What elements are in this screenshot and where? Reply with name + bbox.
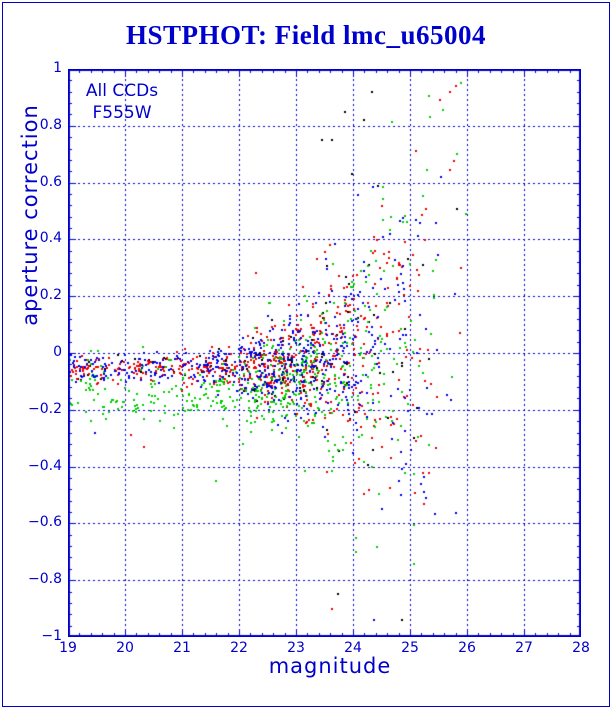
y-tick-label: −0.2 [28, 400, 62, 417]
plot-annotation: All CCDs F555W [86, 80, 158, 124]
x-tick-label: 24 [344, 640, 362, 656]
annotation-ccds: All CCDs [85, 81, 159, 101]
x-tick-label: 20 [116, 640, 134, 656]
y-tick-label: 1 [53, 60, 62, 76]
x-tick-label: 19 [59, 640, 77, 656]
page-title: HSTPHOT: Field lmc_u65004 [125, 20, 486, 50]
x-axis-title: magnitude [268, 654, 392, 678]
x-tick-label: 21 [173, 640, 191, 656]
x-tick-label: 22 [230, 640, 248, 656]
scatter-plot-canvas [68, 69, 581, 637]
y-tick-label: 0.8 [39, 116, 62, 133]
annotation-filter: F555W [92, 103, 152, 123]
y-tick-label: 0 [53, 344, 62, 360]
y-tick-label: −0.4 [28, 457, 62, 474]
x-tick-label: 23 [287, 640, 305, 656]
x-tick-label: 27 [515, 640, 533, 656]
y-tick-label: 0.4 [39, 230, 62, 247]
y-tick-label: −0.8 [28, 571, 62, 588]
x-tick-label: 26 [458, 640, 476, 656]
x-tick-label: 25 [401, 640, 419, 656]
x-tick-label: 28 [572, 640, 590, 656]
y-tick-label: 0.6 [39, 173, 62, 190]
y-tick-label: −1 [41, 628, 62, 644]
y-tick-label: 0.2 [39, 287, 62, 304]
y-tick-label: −0.6 [28, 514, 62, 531]
